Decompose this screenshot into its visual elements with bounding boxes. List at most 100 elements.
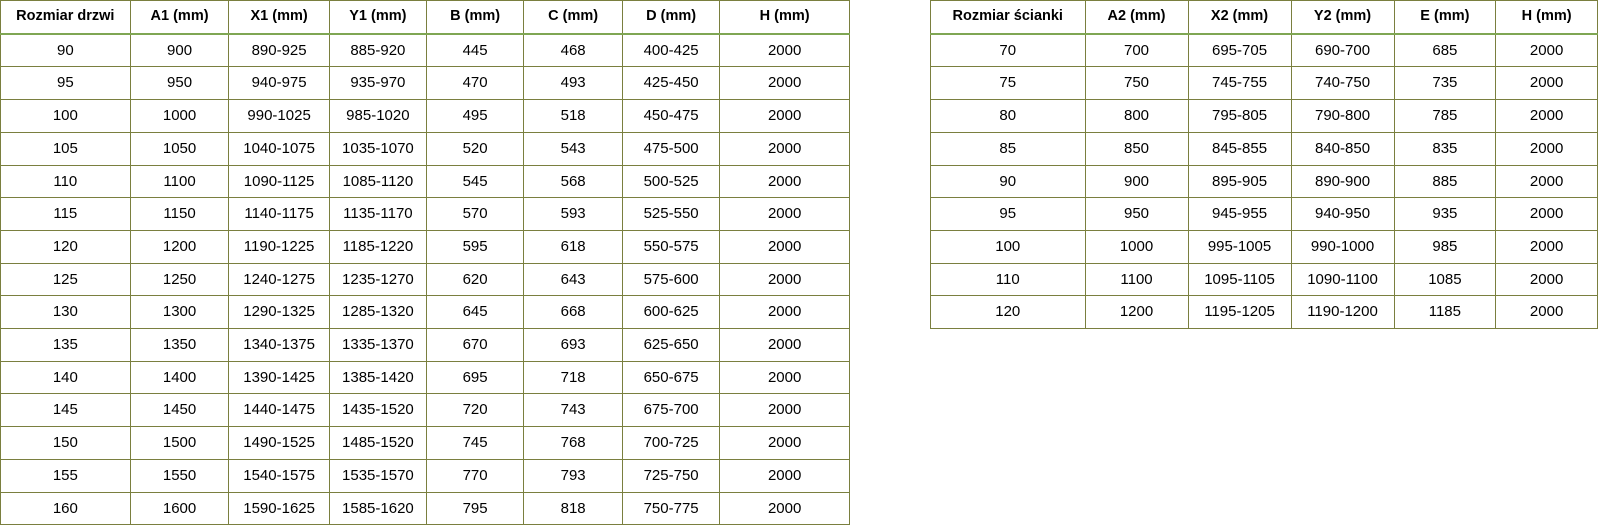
table-row: 100 1000 990-1025 985-1020 495 518 450-475 2000: [0, 99, 850, 133]
doors-cell-r6-c7: 2000: [719, 229, 850, 264]
doors-cell-r3-c1: 1050: [129, 131, 230, 166]
walls-column-header-2: X2 (mm): [1187, 0, 1292, 35]
doors-cell-r8-c0: 130: [0, 295, 131, 330]
walls-cell-r7-c2: 1095-1105: [1187, 262, 1292, 297]
walls-cell-r1-c4: 735: [1393, 66, 1497, 101]
walls-cell-r5-c1: 950: [1084, 197, 1189, 231]
doors-cell-r7-c6: 575-600: [622, 262, 721, 297]
doors-column-header-6: D (mm): [622, 0, 721, 35]
doors-cell-r7-c5: 643: [523, 262, 624, 297]
walls-cell-r8-c4: 1185: [1393, 295, 1497, 330]
walls-cell-r1-c5: 2000: [1495, 66, 1598, 101]
walls-cell-r7-c0: 110: [930, 262, 1086, 297]
doors-cell-r8-c4: 645: [425, 295, 525, 330]
doors-cell-r14-c3: 1585-1620: [328, 491, 428, 525]
doors-cell-r9-c6: 625-650: [622, 328, 721, 362]
doors-cell-r13-c7: 2000: [719, 458, 850, 493]
walls-cell-r4-c3: 890-900: [1290, 164, 1395, 199]
doors-cell-r6-c0: 120: [0, 229, 131, 264]
doors-cell-r11-c1: 1450: [129, 393, 230, 428]
walls-cell-r3-c1: 850: [1084, 131, 1189, 166]
doors-cell-r10-c4: 695: [425, 360, 525, 395]
doors-cell-r1-c1: 950: [129, 66, 230, 101]
walls-cell-r2-c2: 795-805: [1187, 99, 1292, 133]
table-row: 95 950 940-975 935-970 470 493 425-450 2000: [0, 66, 850, 101]
doors-header-row: Rozmiar drzwi A1 (mm) X1 (mm) Y1 (mm) B (mm)…: [0, 0, 850, 35]
doors-cell-r2-c7: 2000: [719, 99, 850, 133]
walls-cell-r2-c5: 2000: [1495, 99, 1598, 133]
walls-cell-r6-c1: 1000: [1084, 229, 1189, 264]
doors-column-header-3: Y1 (mm): [328, 0, 428, 35]
doors-cell-r0-c6: 400-425: [622, 33, 721, 68]
doors-cell-r7-c2: 1240-1275: [228, 262, 330, 297]
doors-cell-r4-c7: 2000: [719, 164, 850, 199]
doors-cell-r10-c3: 1385-1420: [328, 360, 428, 395]
walls-cell-r0-c0: 70: [930, 33, 1086, 68]
doors-cell-r10-c6: 650-675: [622, 360, 721, 395]
doors-cell-r2-c3: 985-1020: [328, 99, 428, 133]
walls-cell-r6-c5: 2000: [1495, 229, 1598, 264]
walls-header-row: Rozmiar ścianki A2 (mm) X2 (mm) Y2 (mm) E (m…: [930, 0, 1598, 35]
walls-dimensions-table: Rozmiar ścianki A2 (mm) X2 (mm) Y2 (mm) E (m…: [930, 0, 1598, 330]
table-row: 155 1550 1540-1575 1535-1570 770 793 725-750 20…: [0, 458, 850, 493]
walls-cell-r7-c3: 1090-1100: [1290, 262, 1395, 297]
doors-cell-r1-c3: 935-970: [328, 66, 428, 101]
doors-cell-r12-c1: 1500: [129, 426, 230, 460]
walls-cell-r7-c5: 2000: [1495, 262, 1598, 297]
doors-cell-r7-c1: 1250: [129, 262, 230, 297]
doors-cell-r10-c1: 1400: [129, 360, 230, 395]
doors-cell-r12-c5: 768: [523, 426, 624, 460]
doors-cell-r9-c7: 2000: [719, 328, 850, 362]
walls-cell-r8-c0: 120: [930, 295, 1086, 330]
doors-cell-r14-c5: 818: [523, 491, 624, 525]
table-row: 75 750 745-755 740-750 735 2000: [930, 66, 1598, 101]
doors-cell-r14-c7: 2000: [719, 491, 850, 525]
doors-cell-r6-c5: 618: [523, 229, 624, 264]
doors-cell-r5-c1: 1150: [129, 197, 230, 231]
walls-cell-r5-c2: 945-955: [1187, 197, 1292, 231]
walls-cell-r6-c2: 995-1005: [1187, 229, 1292, 264]
doors-column-header-4: B (mm): [425, 0, 525, 35]
walls-cell-r6-c4: 985: [1393, 229, 1497, 264]
doors-cell-r10-c2: 1390-1425: [228, 360, 330, 395]
doors-cell-r9-c5: 693: [523, 328, 624, 362]
walls-cell-r0-c3: 690-700: [1290, 33, 1395, 68]
doors-cell-r1-c4: 470: [425, 66, 525, 101]
walls-cell-r3-c5: 2000: [1495, 131, 1598, 166]
table-row: 100 1000 995-1005 990-1000 985 2000: [930, 229, 1598, 264]
doors-column-header-7: H (mm): [719, 0, 850, 35]
doors-column-header-1: A1 (mm): [129, 0, 230, 35]
walls-cell-r7-c4: 1085: [1393, 262, 1497, 297]
doors-cell-r0-c4: 445: [425, 33, 525, 68]
doors-cell-r4-c2: 1090-1125: [228, 164, 330, 199]
doors-cell-r2-c1: 1000: [129, 99, 230, 133]
table-row: 115 1150 1140-1175 1135-1170 570 593 525-550 20…: [0, 197, 850, 231]
walls-cell-r4-c1: 900: [1084, 164, 1189, 199]
walls-cell-r4-c5: 2000: [1495, 164, 1598, 199]
doors-cell-r3-c3: 1035-1070: [328, 131, 428, 166]
walls-cell-r0-c2: 695-705: [1187, 33, 1292, 68]
doors-cell-r1-c2: 940-975: [228, 66, 330, 101]
table-row: 80 800 795-805 790-800 785 2000: [930, 99, 1598, 133]
walls-column-header-0: Rozmiar ścianki: [930, 0, 1086, 35]
doors-cell-r11-c0: 145: [0, 393, 131, 428]
doors-cell-r0-c2: 890-925: [228, 33, 330, 68]
walls-cell-r5-c3: 940-950: [1290, 197, 1395, 231]
doors-cell-r4-c1: 1100: [129, 164, 230, 199]
doors-cell-r9-c4: 670: [425, 328, 525, 362]
doors-cell-r6-c3: 1185-1220: [328, 229, 428, 264]
doors-cell-r0-c7: 2000: [719, 33, 850, 68]
table-row: 145 1450 1440-1475 1435-1520 720 743 675-700 20…: [0, 393, 850, 428]
doors-cell-r13-c3: 1535-1570: [328, 458, 428, 493]
walls-cell-r3-c0: 85: [930, 131, 1086, 166]
walls-cell-r6-c3: 990-1000: [1290, 229, 1395, 264]
table-row: 105 1050 1040-1075 1035-1070 520 543 475-500 20…: [0, 131, 850, 166]
doors-cell-r0-c3: 885-920: [328, 33, 428, 68]
doors-cell-r11-c3: 1435-1520: [328, 393, 428, 428]
walls-cell-r0-c4: 685: [1393, 33, 1497, 68]
doors-cell-r12-c0: 150: [0, 426, 131, 460]
doors-cell-r8-c6: 600-625: [622, 295, 721, 330]
doors-cell-r5-c6: 525-550: [622, 197, 721, 231]
doors-cell-r9-c2: 1340-1375: [228, 328, 330, 362]
